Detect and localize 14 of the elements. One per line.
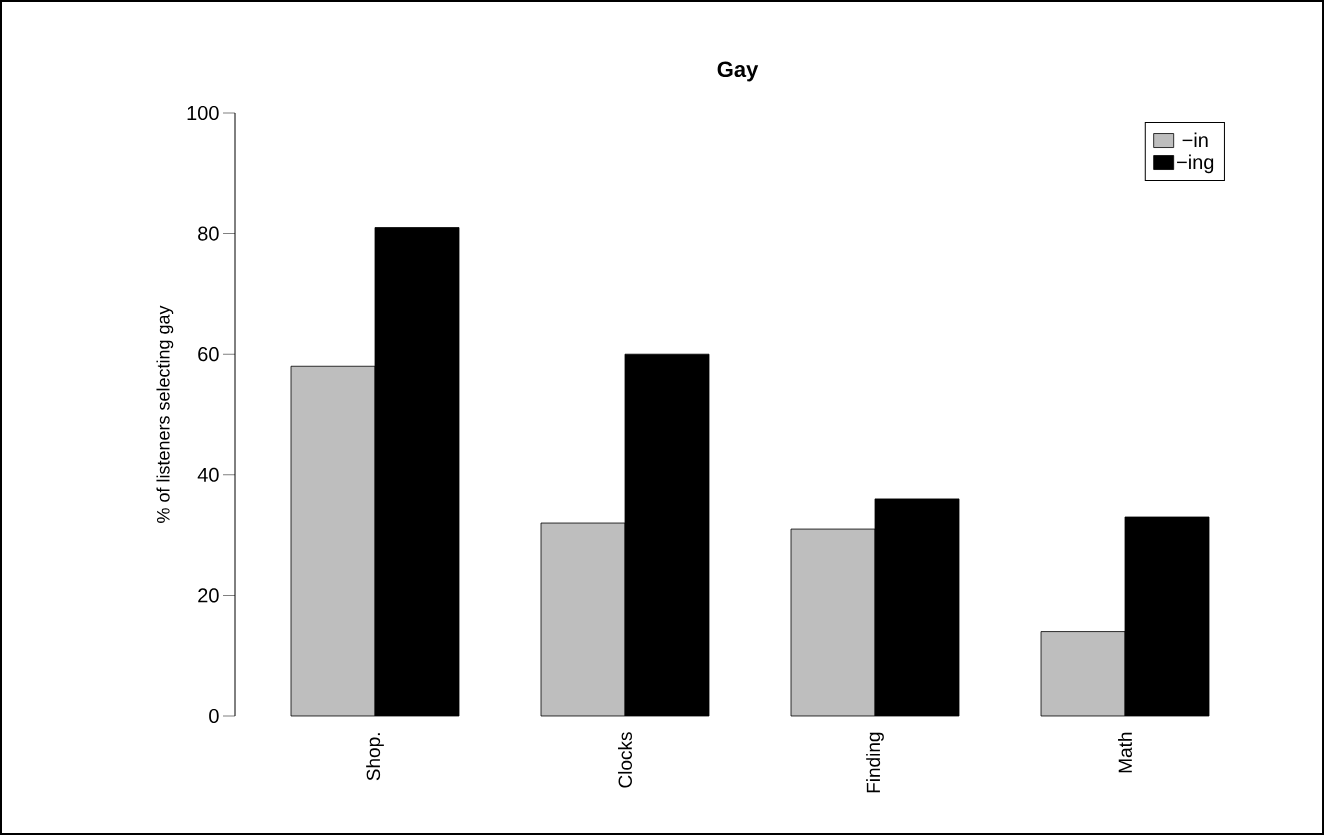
legend-label: −ing bbox=[1177, 154, 1214, 174]
x-tick-label: Math bbox=[1118, 732, 1132, 773]
y-tick-label: 60 bbox=[198, 347, 219, 362]
x-tick-label: Finding bbox=[866, 732, 884, 793]
chart-title: Gay bbox=[717, 61, 759, 82]
y-tick-label: 40 bbox=[197, 467, 219, 482]
y-tick-label: 0 bbox=[209, 708, 219, 724]
y-axis-title: % of listeners selecting gay bbox=[156, 305, 174, 523]
y-tick-label: 80 bbox=[198, 226, 219, 241]
x-tick-label: Clocks bbox=[618, 732, 632, 788]
x-tick-label: Shop. bbox=[366, 733, 384, 781]
legend-label: −in bbox=[1182, 132, 1208, 148]
y-tick-label: 100 bbox=[187, 105, 219, 121]
y-tick-label: 20 bbox=[198, 588, 219, 603]
